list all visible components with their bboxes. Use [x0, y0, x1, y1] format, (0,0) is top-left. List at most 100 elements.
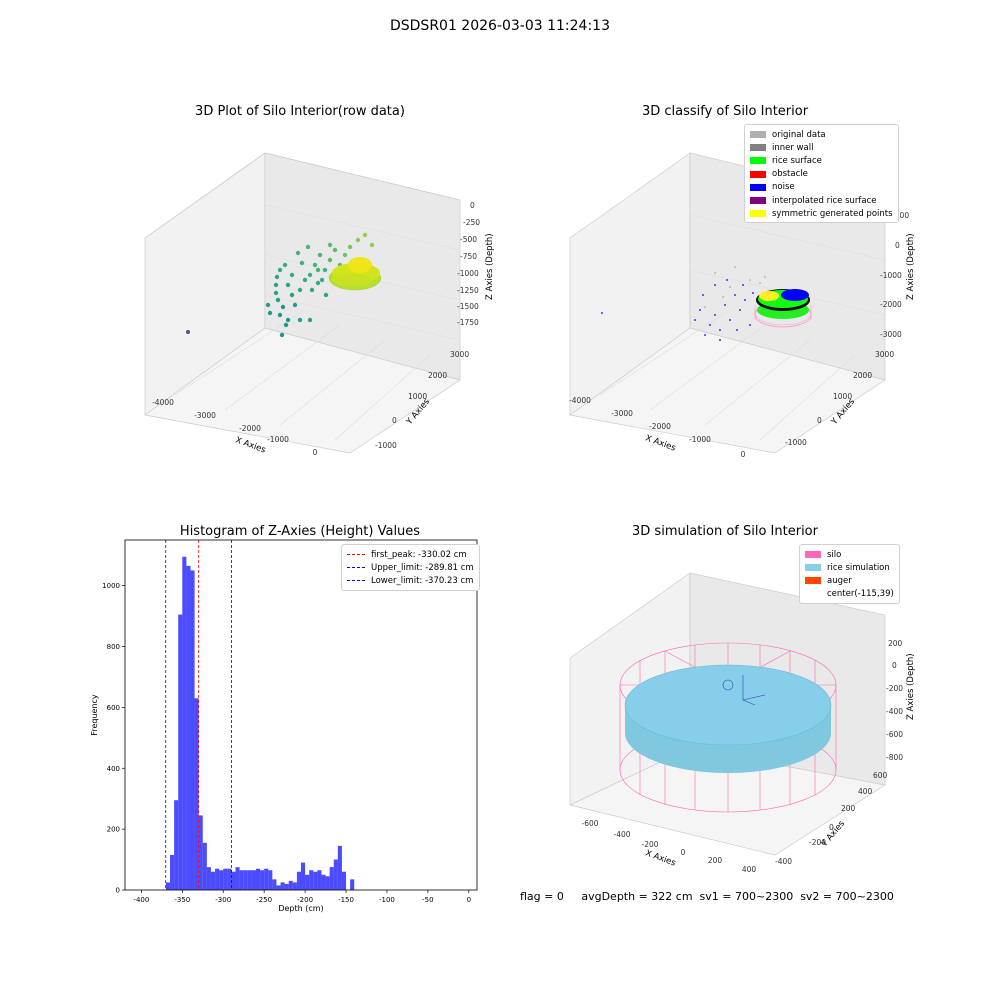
classify-3d-plot: -4000 -3000 -2000 -1000 0 -1000 0 1000 2… — [569, 152, 916, 459]
histogram-xlabel: Depth (cm) — [278, 904, 323, 913]
raw-surface — [328, 257, 382, 291]
legend-item: interpolated rice surface — [750, 194, 893, 207]
histogram-bar — [215, 868, 220, 890]
simulation-ytick: 400 — [858, 787, 873, 796]
y-tick-label: 600 — [107, 704, 120, 712]
simulation-auger — [722, 675, 766, 706]
classify-xtick: -2000 — [649, 422, 671, 431]
histogram-bar — [235, 867, 240, 890]
classify-ztick: -1000 — [880, 271, 902, 280]
classify-ztick: -3000 — [880, 330, 902, 339]
legend-swatch — [750, 131, 766, 139]
legend-swatch — [750, 210, 766, 218]
legend-item: silo — [805, 548, 894, 561]
raw-ztick: -250 — [463, 218, 480, 227]
histogram-bar — [178, 614, 183, 890]
simulation-ztick: -200 — [886, 684, 903, 693]
histogram-bar — [243, 870, 248, 890]
status-text: flag = 0 avgDepth = 322 cm sv1 = 700~230… — [520, 890, 894, 903]
raw-ztick: -1750 — [457, 318, 479, 327]
raw-ytick: 0 — [392, 416, 397, 425]
simulation-panel-title: 3D simulation of Silo Interior — [632, 524, 818, 539]
simulation-xtick: 200 — [708, 856, 723, 865]
raw-ytick: 1000 — [408, 392, 427, 401]
legend-swatch — [750, 157, 766, 165]
classify-ytick: 1000 — [833, 392, 852, 401]
histogram-reference-lines — [165, 540, 232, 890]
x-tick-label: -300 — [215, 896, 231, 904]
raw-zlabel: Z Axies (Depth) — [485, 233, 495, 300]
histogram-legend: first_peak: -330.02 cm Upper_limit: -289… — [341, 544, 480, 591]
histogram-bar — [301, 862, 306, 890]
raw-xtick: -1000 — [267, 435, 289, 444]
classify-ztick: -2000 — [880, 300, 902, 309]
raw-xlabel: X Axies — [234, 435, 267, 455]
simulation-xtick: -400 — [613, 830, 630, 839]
simulation-ztick: -600 — [886, 730, 903, 739]
legend-swatch — [805, 551, 821, 559]
raw-ztick: -1500 — [457, 302, 479, 311]
histogram-bar — [268, 870, 273, 890]
histogram-bar — [264, 868, 269, 890]
histogram-bar — [186, 565, 191, 890]
histogram-bar — [174, 800, 179, 890]
legend-swatch — [805, 590, 821, 598]
simulation-xtick: -200 — [641, 840, 658, 849]
simulation-3d-plot: -600 -400 -200 0 200 400 -400 -200 0 200… — [568, 572, 916, 874]
histogram-bar — [309, 870, 314, 890]
legend-item: rice surface — [750, 154, 893, 167]
classify-xlabel: X Axies — [644, 433, 677, 453]
classify-ytick: 2000 — [853, 371, 872, 380]
legend-item: first_peak: -330.02 cm — [347, 548, 474, 561]
x-tick-label: -50 — [422, 896, 433, 904]
legend-item: symmetric generated points — [750, 207, 893, 220]
y-tick-label: 400 — [107, 765, 120, 773]
histogram-bar — [288, 880, 293, 890]
legend-swatch — [750, 144, 766, 152]
histogram-bar — [329, 867, 334, 890]
x-tick-label: -350 — [174, 896, 190, 904]
classify-ztick: 1000 — [890, 211, 909, 220]
raw-panel-title: 3D Plot of Silo Interior(row data) — [195, 104, 405, 119]
histogram-bar — [280, 882, 285, 890]
histogram-bar — [206, 867, 211, 890]
raw-xtick: -4000 — [152, 398, 174, 407]
classify-legend: original data inner wall rice surface ob… — [744, 124, 899, 224]
histogram-frame — [124, 539, 478, 891]
simulation-xtick: 400 — [742, 865, 757, 874]
histogram-chart: -400 -350 -300 -250 -200 -150 -100 -50 0 0 200 400… — [90, 539, 478, 913]
histogram-bar — [182, 556, 187, 890]
histogram-bar — [272, 879, 277, 890]
histogram-x-axis: -400 -350 -300 -250 -200 -150 -100 -50 0 — [133, 890, 471, 904]
raw-ytick: 2000 — [428, 371, 447, 380]
classify-zlabel: Z Axies (Depth) — [906, 233, 916, 300]
legend-swatch — [750, 170, 766, 178]
raw-ztick: -1000 — [457, 269, 479, 278]
classify-xtick: -1000 — [689, 435, 711, 444]
raw-ytick: 3000 — [450, 350, 469, 359]
histogram-bar — [333, 859, 338, 890]
simulation-ytick: -400 — [775, 857, 792, 866]
simulation-zlabel: Z Axies (Depth) — [906, 653, 916, 720]
histogram-bar — [190, 570, 195, 890]
legend-swatch — [805, 564, 821, 572]
histogram-bar — [341, 871, 347, 890]
legend-line — [347, 567, 365, 569]
classify-xtick: 0 — [741, 450, 746, 459]
y-tick-label: 800 — [107, 643, 120, 651]
classify-ytick: 0 — [817, 416, 822, 425]
simulation-ytick: 0 — [829, 823, 834, 832]
histogram-bar — [305, 874, 310, 890]
y-tick-label: 0 — [116, 887, 120, 895]
simulation-xlabel: X Axies — [644, 848, 677, 868]
y-tick-label: 200 — [107, 826, 120, 834]
raw-3d-plot: -4000 -3000 -2000 -1000 0 -1000 0 1000 2… — [144, 152, 495, 457]
histogram-bars — [165, 556, 355, 890]
legend-item: noise — [750, 181, 893, 194]
histogram-bar — [255, 868, 261, 890]
legend-line — [347, 580, 365, 582]
x-tick-label: -150 — [338, 896, 354, 904]
histogram-bar — [210, 871, 216, 890]
histogram-bar — [202, 842, 207, 890]
histogram-y-axis: 0 200 400 600 800 1000 — [102, 582, 125, 895]
